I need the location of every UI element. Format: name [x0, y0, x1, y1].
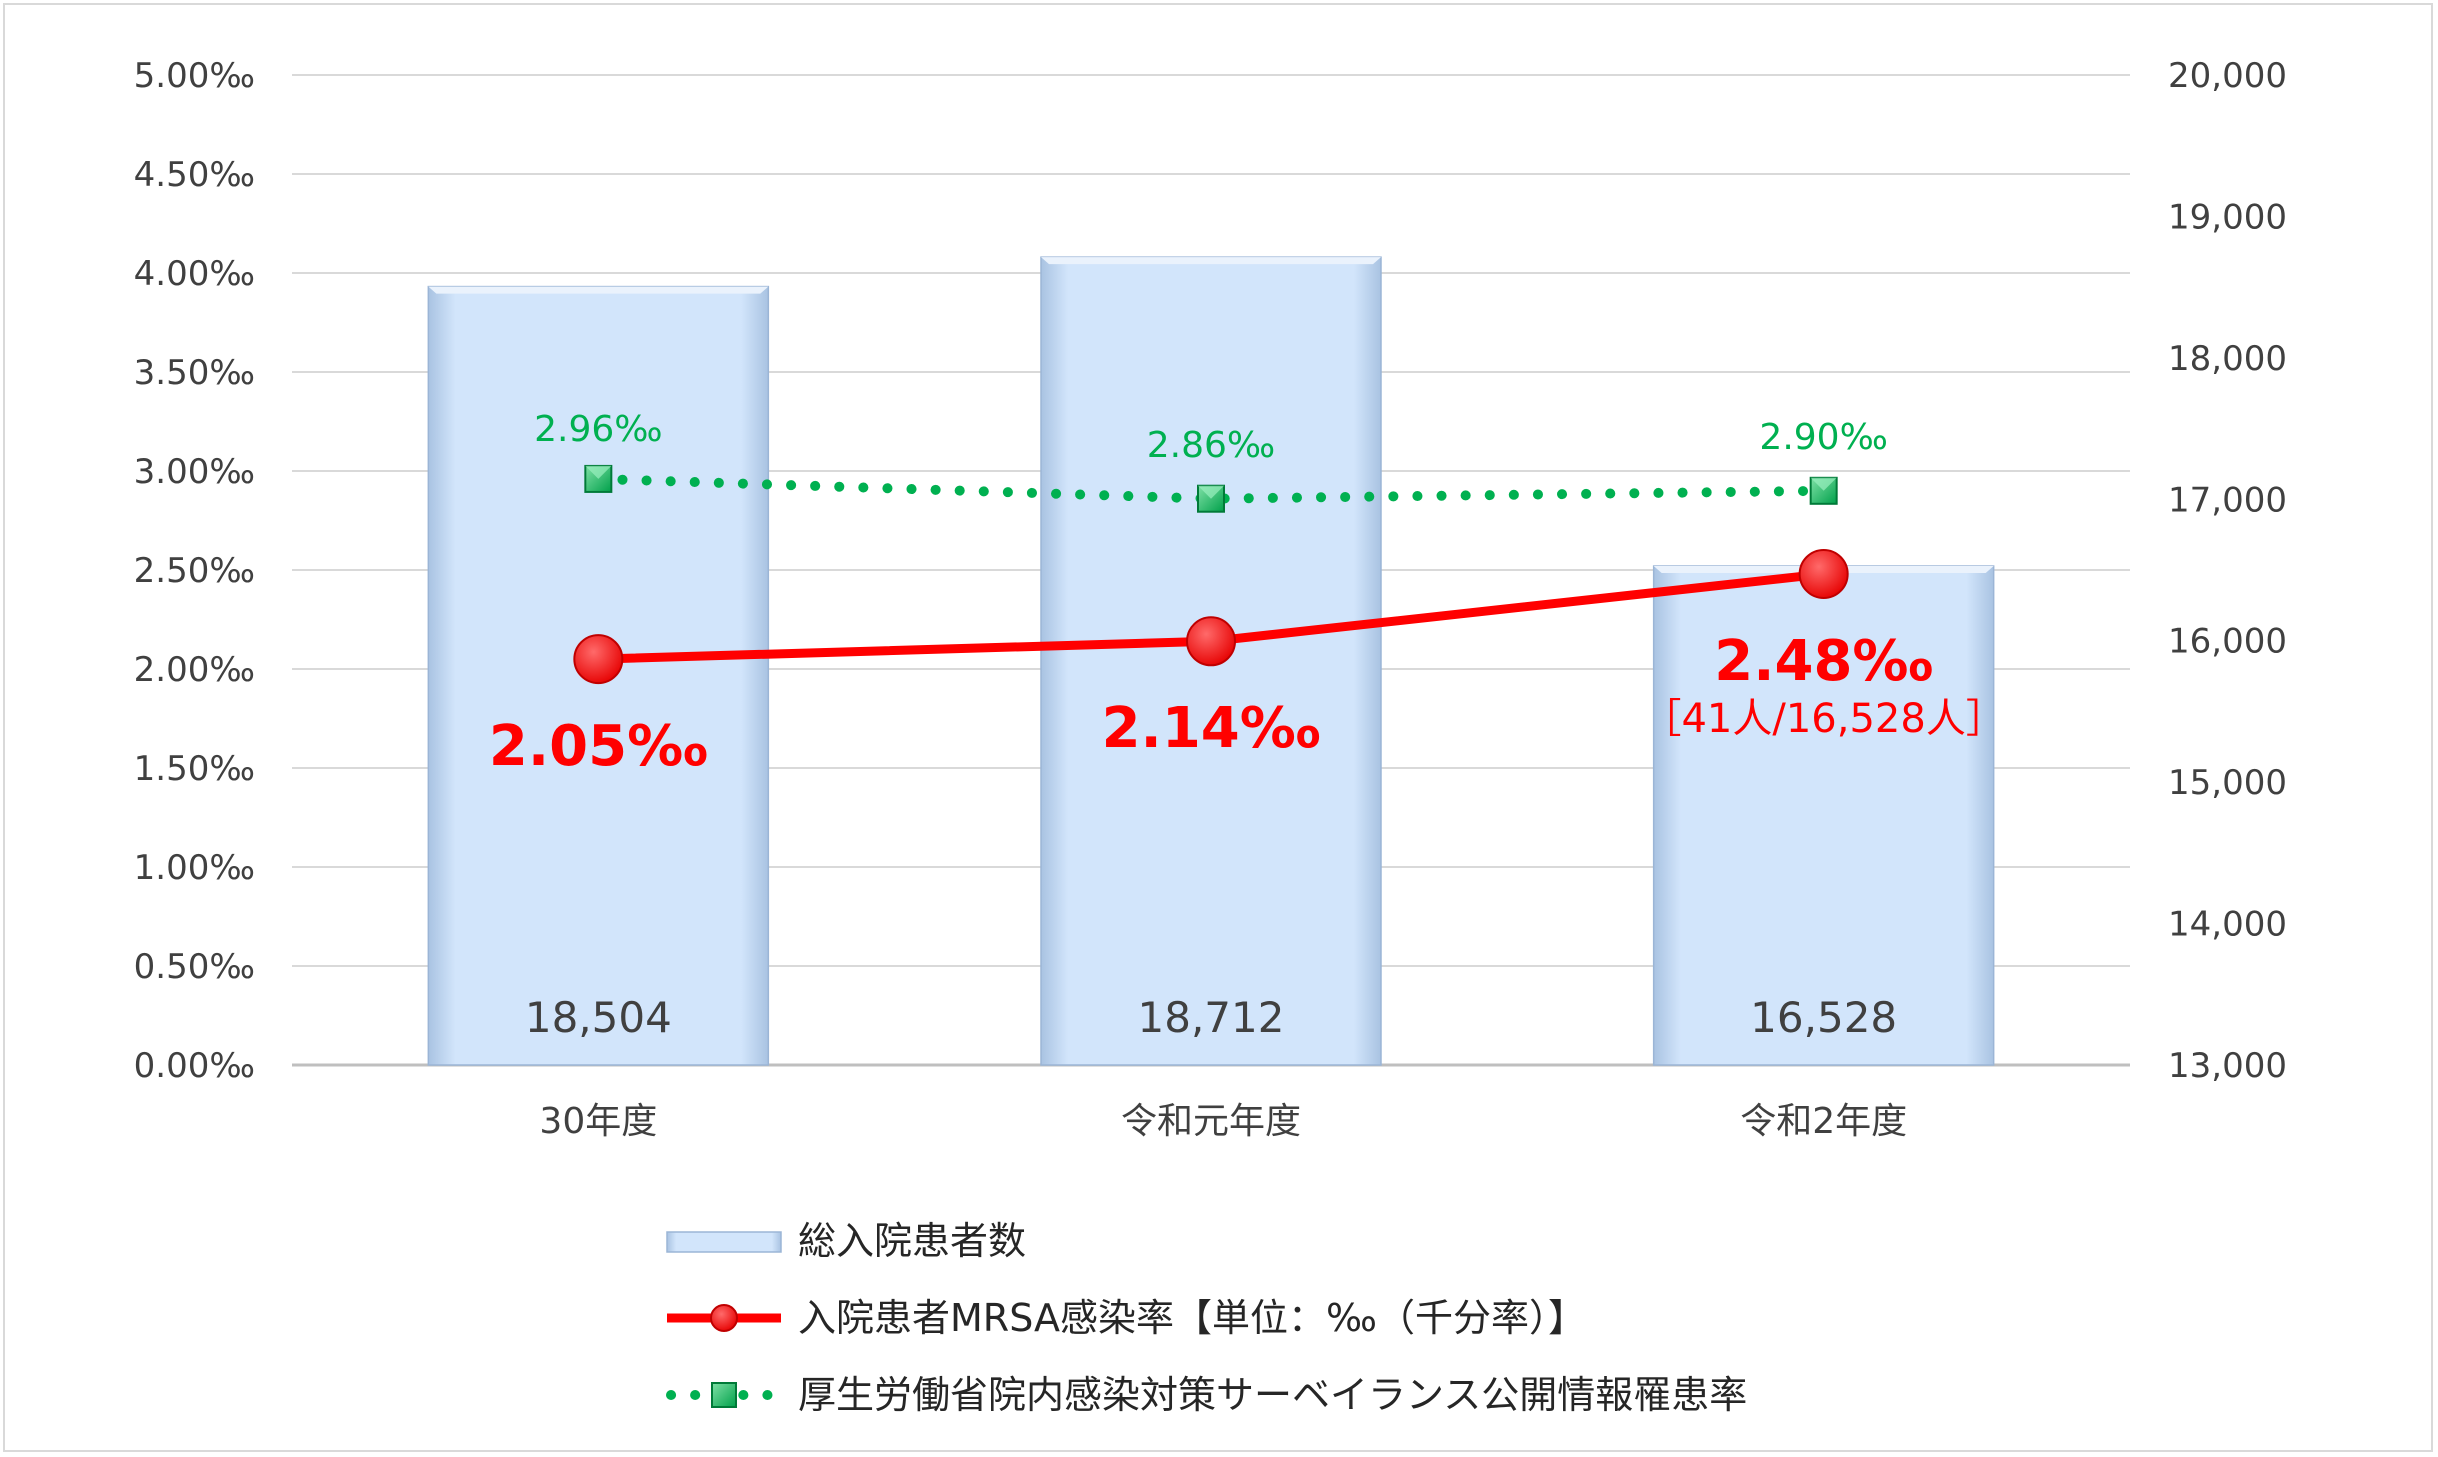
left-axis-tick-label: 2.50‰ — [134, 551, 255, 591]
bar-value-label: 18,504 — [525, 993, 672, 1042]
chart-frame: 0.00‰ 0.50‰ 1.00‰ 1.50‰ 2.00‰ 2.50‰ 3.00‰ 3.50‰… — [3, 3, 2433, 1452]
legend-bar-swatch — [666, 1231, 782, 1253]
survey-rate-label: 2.86‰ — [1147, 425, 1275, 466]
right-axis-tick-label: 13,000 — [2168, 1046, 2287, 1086]
legend: 総入院患者数入院患者MRSA感染率【単位：‰（千分率）】厚生労働省院内感染対策サ… — [666, 1219, 1747, 1417]
left-axis-tick-label: 3.00‰ — [134, 452, 255, 492]
mrsa-rate-marker — [573, 634, 624, 685]
right-axis-tick-label: 20,000 — [2168, 56, 2287, 96]
mrsa-rate-marker — [1798, 548, 1849, 599]
left-axis-tick-label: 1.50‰ — [134, 749, 255, 789]
mrsa-rate-marker — [1186, 616, 1236, 667]
bar-total-patients — [1652, 565, 1995, 1066]
legend-red-marker — [710, 1304, 738, 1332]
legend-label-mrsa-rate: 入院患者MRSA感染率【単位：‰（千分率）】 — [798, 1296, 1586, 1340]
survey-rate-marker-shine — [1810, 477, 1837, 491]
right-axis-tick-label: 17,000 — [2168, 480, 2287, 520]
combo-chart: 0.00‰ 0.50‰ 1.00‰ 1.50‰ 2.00‰ 2.50‰ 3.00‰ 3.50‰… — [134, 56, 2287, 1417]
survey-rate-marker-shine — [585, 465, 612, 479]
left-axis-tick-label: 0.50‰ — [134, 947, 255, 987]
x-axis-category-label: 令和元年度 — [1121, 1101, 1301, 1142]
survey-rate-label: 2.90‰ — [1759, 417, 1887, 458]
right-axis-tick-label: 15,000 — [2168, 763, 2287, 803]
right-axis-tick-label: 19,000 — [2168, 197, 2287, 237]
survey-rate-marker-shine — [1198, 485, 1224, 499]
survey-rate-label: 2.96‰ — [534, 409, 662, 450]
left-axis-tick-label: 3.50‰ — [134, 353, 255, 393]
left-axis-tick-label: 5.00‰ — [134, 56, 255, 96]
left-axis-tick-label: 2.00‰ — [134, 650, 255, 690]
right-axis-tick-label: 18,000 — [2168, 339, 2287, 379]
mrsa-rate-label: 2.05‰ — [489, 714, 708, 779]
left-axis-tick-label: 1.00‰ — [134, 848, 255, 888]
right-axis-tick-label: 14,000 — [2168, 905, 2287, 945]
legend-label-total-patients: 総入院患者数 — [798, 1219, 1026, 1263]
left-axis-tick-label: 4.50‰ — [134, 155, 255, 195]
legend-green-marker — [711, 1382, 737, 1408]
bar-top-bevel — [1041, 257, 1381, 265]
x-axis-category-label: 30年度 — [539, 1101, 657, 1142]
labels: 0.00‰ 0.50‰ 1.00‰ 1.50‰ 2.00‰ 2.50‰ 3.00‰ 3.50‰… — [134, 56, 2287, 1142]
left-axis-tick-label: 4.00‰ — [134, 254, 255, 294]
mrsa-rate-detail-label: ［41人/16,528人］ — [1641, 696, 2005, 742]
legend-label-survey-rate: 厚生労働省院内感染対策サーベイランス公開情報罹患率 — [798, 1373, 1747, 1417]
right-axis-tick-label: 16,000 — [2168, 622, 2287, 662]
mrsa-rate-label: 2.14‰ — [1102, 696, 1321, 761]
bar-value-label: 16,528 — [1750, 993, 1897, 1042]
bar-value-label: 18,712 — [1138, 993, 1285, 1042]
mrsa-rate-label: 2.48‰ — [1714, 629, 1933, 694]
bar-top-bevel — [428, 286, 769, 294]
left-axis-tick-label: 0.00‰ — [134, 1046, 255, 1086]
x-axis-category-label: 令和2年度 — [1740, 1101, 1907, 1142]
lines — [573, 464, 1849, 685]
